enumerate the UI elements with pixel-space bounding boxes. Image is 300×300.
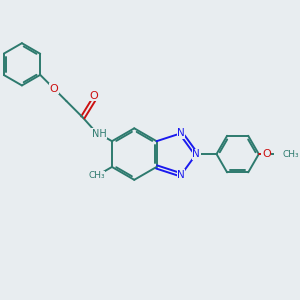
Text: CH₃: CH₃ bbox=[283, 150, 299, 159]
Text: CH₃: CH₃ bbox=[88, 171, 105, 180]
Text: O: O bbox=[262, 149, 271, 159]
Text: N: N bbox=[192, 149, 200, 159]
Text: N: N bbox=[177, 128, 185, 138]
Text: N: N bbox=[177, 170, 185, 180]
Text: NH: NH bbox=[92, 129, 106, 139]
Text: O: O bbox=[90, 91, 98, 101]
Text: O: O bbox=[50, 84, 58, 94]
